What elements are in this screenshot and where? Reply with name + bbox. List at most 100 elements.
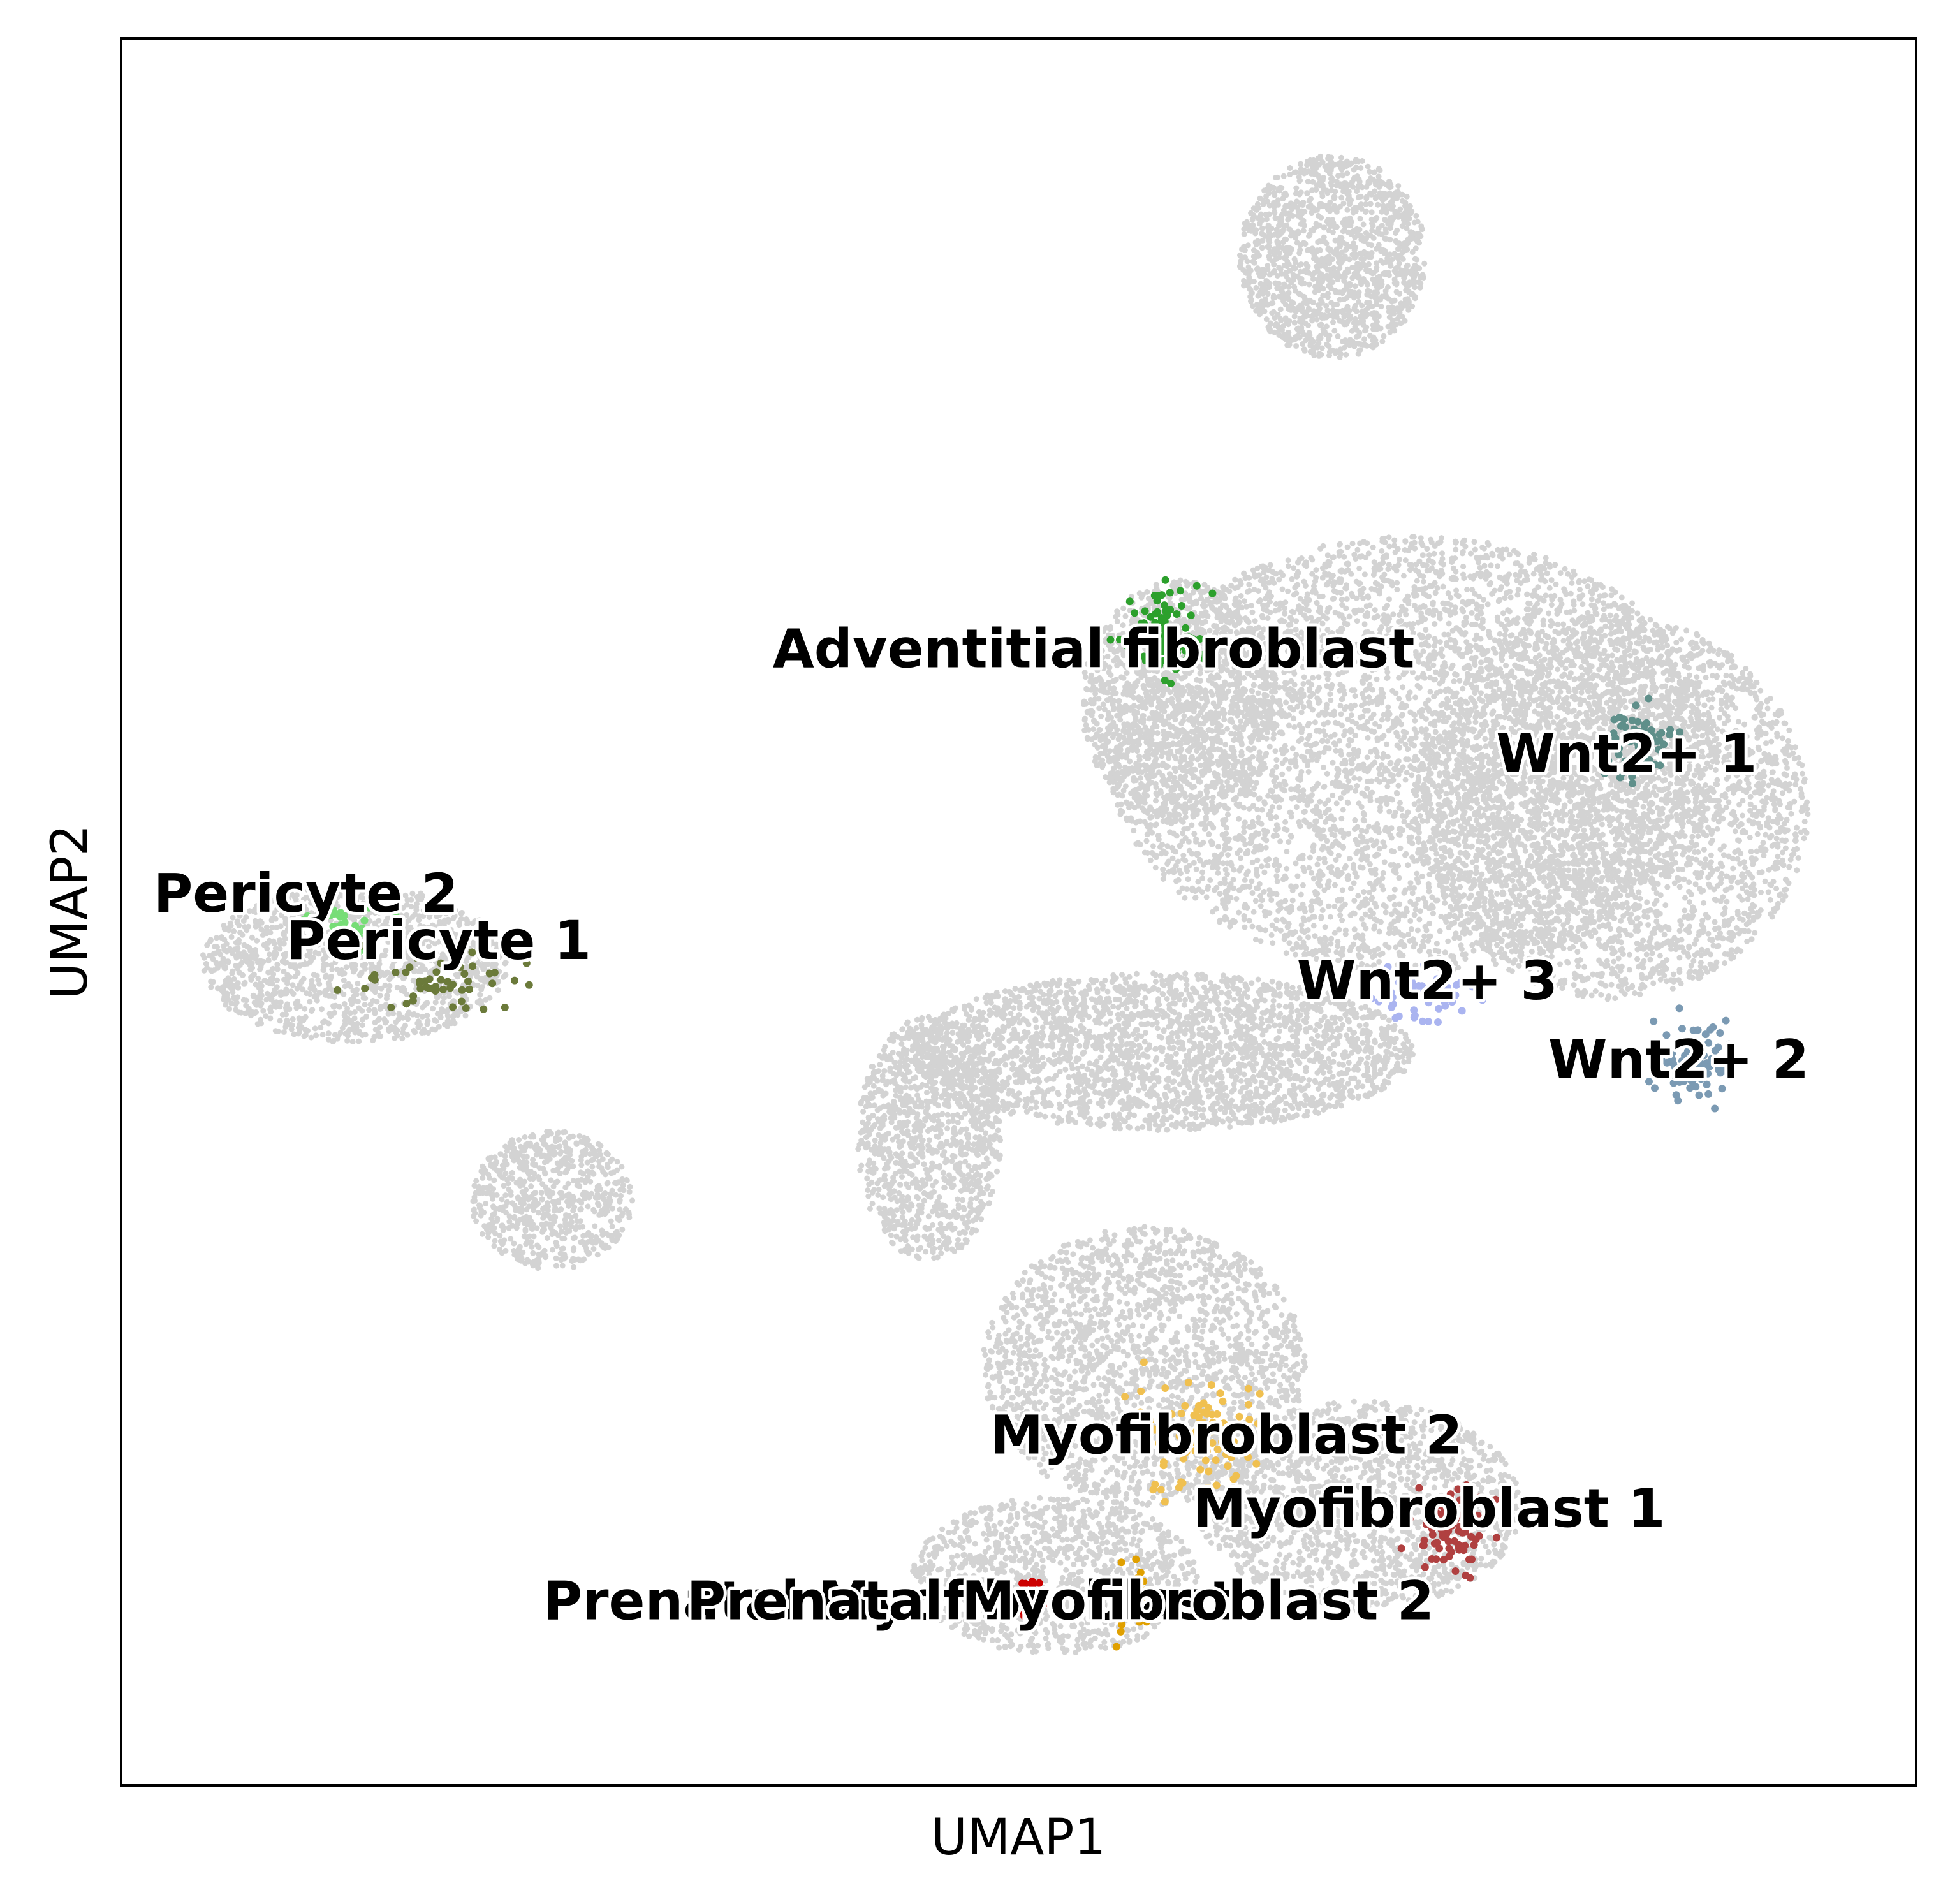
background-cell-point — [1258, 903, 1264, 909]
background-cell-point — [1442, 900, 1448, 906]
background-cell-point — [1423, 627, 1428, 633]
background-cell-point — [1338, 160, 1344, 166]
background-cell-point — [1386, 809, 1392, 814]
background-cell-point — [1611, 916, 1617, 921]
background-cell-point — [1349, 275, 1355, 281]
background-cell-point — [1320, 738, 1326, 743]
background-cell-point — [1276, 577, 1282, 583]
background-cell-point — [1446, 590, 1451, 596]
background-cell-point — [1342, 902, 1348, 907]
background-cell-point — [1269, 226, 1275, 231]
background-cell-point — [1362, 845, 1368, 851]
background-cell-point — [1360, 263, 1365, 268]
background-cell-point — [1256, 253, 1262, 258]
background-cell-point — [1242, 877, 1248, 883]
background-cell-point — [1309, 870, 1314, 876]
background-cell-point — [1452, 609, 1458, 615]
background-cell-point — [1342, 321, 1347, 327]
background-cell-point — [1421, 261, 1427, 267]
background-cell-point — [1318, 202, 1324, 208]
background-cell-point — [1246, 575, 1252, 581]
background-cell-point — [1344, 340, 1350, 346]
background-cell-point — [1391, 777, 1397, 783]
background-cell-point — [1382, 539, 1388, 545]
background-cell-point — [1384, 256, 1390, 261]
background-cell-point — [1472, 547, 1478, 553]
background-cell-point — [1303, 583, 1309, 589]
background-cell-point — [1410, 890, 1416, 896]
background-cell-point — [1303, 170, 1309, 175]
background-cell-point — [1358, 864, 1363, 870]
background-cell-point — [1305, 934, 1311, 940]
background-cell-point — [1415, 928, 1421, 934]
background-cell-point — [1363, 328, 1368, 333]
background-cell-point — [1261, 187, 1267, 193]
background-cell-point — [1291, 592, 1297, 597]
background-cell-point — [1543, 592, 1549, 598]
background-cell-point — [1381, 260, 1386, 266]
background-cell-point — [1389, 309, 1395, 315]
background-cell-point — [1464, 677, 1470, 683]
background-cell-point — [1412, 284, 1418, 290]
background-cell-point — [1420, 939, 1426, 944]
background-cell-point — [1307, 198, 1312, 203]
background-cell-point — [1437, 928, 1443, 934]
background-cell-point — [1404, 247, 1409, 253]
background-cell-point — [1248, 298, 1254, 304]
background-cell-point — [1250, 259, 1256, 265]
background-cell-point — [1418, 540, 1424, 546]
background-cell-point — [1323, 264, 1328, 270]
background-cell-point — [1328, 698, 1333, 703]
background-cell-point — [1147, 815, 1153, 821]
background-cell-point — [1347, 201, 1353, 207]
background-cell-point — [1381, 271, 1386, 277]
background-cell-point — [1421, 275, 1426, 281]
background-cell-point — [1282, 256, 1288, 262]
background-cell-point — [1276, 265, 1282, 270]
background-cell-point — [1488, 889, 1494, 895]
background-cell-point — [1161, 876, 1166, 882]
background-cell-point — [1284, 866, 1289, 872]
background-cell-point — [1247, 286, 1252, 292]
background-cell-point — [1266, 245, 1272, 251]
background-cell-point — [1397, 270, 1402, 276]
background-cell-point — [1370, 338, 1376, 344]
background-cell-point — [1460, 564, 1466, 569]
background-cell-point — [1404, 212, 1409, 217]
background-cell-point — [1368, 233, 1374, 238]
background-cell-point — [1480, 617, 1486, 622]
background-cell-point — [1274, 285, 1280, 291]
background-cell-point — [1242, 925, 1247, 930]
background-cell-point — [1401, 280, 1407, 286]
background-cell-point — [1325, 797, 1331, 803]
background-cell-point — [1309, 792, 1315, 798]
background-cell-point — [1344, 281, 1350, 287]
background-cell-point — [1334, 302, 1340, 307]
background-cell-point — [1262, 909, 1268, 914]
background-cell-point — [1488, 580, 1493, 586]
background-cell-point — [1316, 280, 1322, 286]
background-cell-point — [1324, 323, 1330, 329]
background-cell-point — [1246, 271, 1252, 277]
background-cell-point — [1284, 263, 1289, 269]
background-cell-point — [1409, 926, 1414, 932]
background-cell-point — [1560, 622, 1566, 627]
background-cell-point — [1402, 705, 1407, 710]
background-cell-point — [1306, 307, 1312, 313]
background-cell-point — [1275, 175, 1280, 180]
background-cell-point — [1381, 870, 1386, 876]
background-cell-point — [1293, 186, 1299, 191]
background-cell-point — [1558, 597, 1564, 603]
background-cell-point — [1321, 765, 1326, 770]
background-cell-point — [1259, 309, 1265, 315]
background-cell-point — [1348, 161, 1354, 166]
background-cell-point — [1347, 314, 1353, 319]
background-cell-point — [1435, 897, 1441, 903]
background-cell-point — [1287, 342, 1293, 348]
background-cell-point — [1287, 172, 1293, 177]
background-cell-point — [1287, 226, 1293, 232]
background-cell-point — [1286, 921, 1292, 927]
background-cell-point — [1365, 610, 1370, 616]
background-cell-point — [1580, 601, 1585, 607]
background-cell-point — [1432, 621, 1437, 627]
